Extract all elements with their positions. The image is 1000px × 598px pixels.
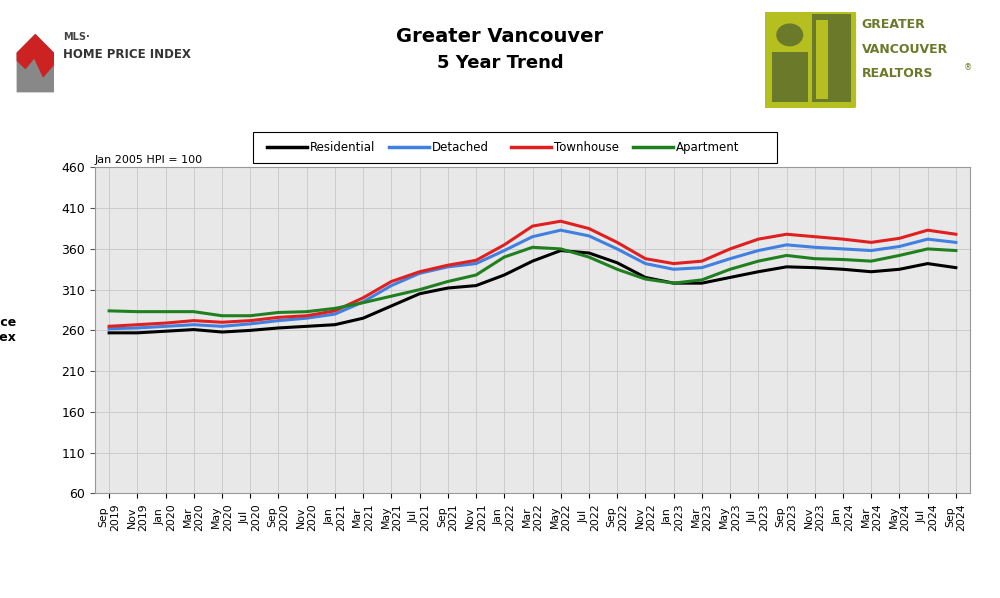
Text: Greater Vancouver: Greater Vancouver <box>396 27 604 46</box>
Text: 5 Year Trend: 5 Year Trend <box>437 54 563 72</box>
Text: Jan 2005 HPI = 100: Jan 2005 HPI = 100 <box>95 155 203 165</box>
Bar <box>816 20 828 99</box>
Text: GREATER: GREATER <box>862 18 926 30</box>
Text: REALTORS: REALTORS <box>862 68 933 81</box>
Ellipse shape <box>776 23 803 47</box>
Text: Detached: Detached <box>432 141 489 154</box>
Text: Apartment: Apartment <box>676 141 740 154</box>
Text: HOME PRICE INDEX: HOME PRICE INDEX <box>63 48 191 62</box>
Y-axis label: Price
Index: Price Index <box>0 316 17 344</box>
Polygon shape <box>17 34 54 78</box>
Polygon shape <box>772 52 808 102</box>
FancyBboxPatch shape <box>764 11 856 109</box>
Polygon shape <box>17 34 54 93</box>
Bar <box>812 14 850 102</box>
Text: Residential: Residential <box>310 141 375 154</box>
Text: MLS·: MLS· <box>63 32 90 42</box>
Text: VANCOUVER: VANCOUVER <box>862 42 948 56</box>
Text: ®: ® <box>964 63 972 72</box>
Text: Townhouse: Townhouse <box>554 141 619 154</box>
